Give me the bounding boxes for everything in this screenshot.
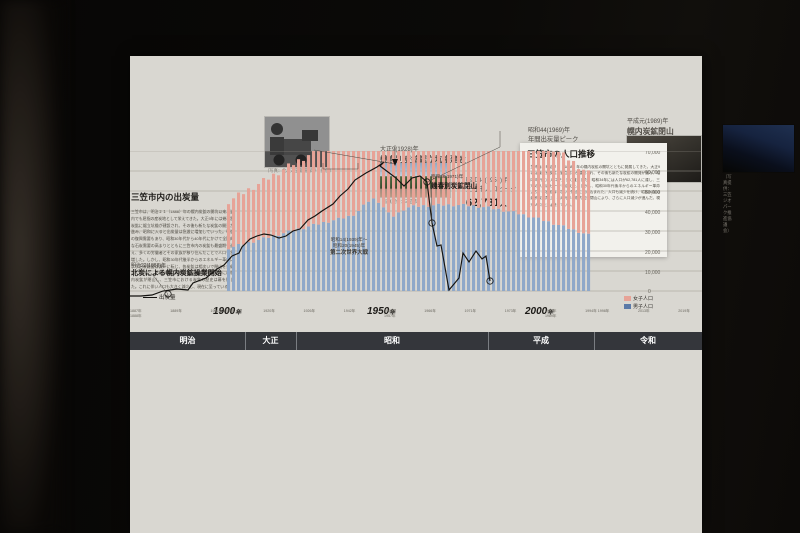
svg-text:10,000: 10,000 — [645, 270, 661, 276]
svg-text:60,000: 60,000 — [645, 170, 661, 176]
svg-text:30,000: 30,000 — [645, 230, 661, 236]
svg-text:20,000: 20,000 — [645, 250, 661, 256]
svg-text:50,000: 50,000 — [645, 190, 661, 196]
svg-text:70,000: 70,000 — [645, 151, 661, 156]
svg-text:40,000: 40,000 — [645, 210, 661, 216]
